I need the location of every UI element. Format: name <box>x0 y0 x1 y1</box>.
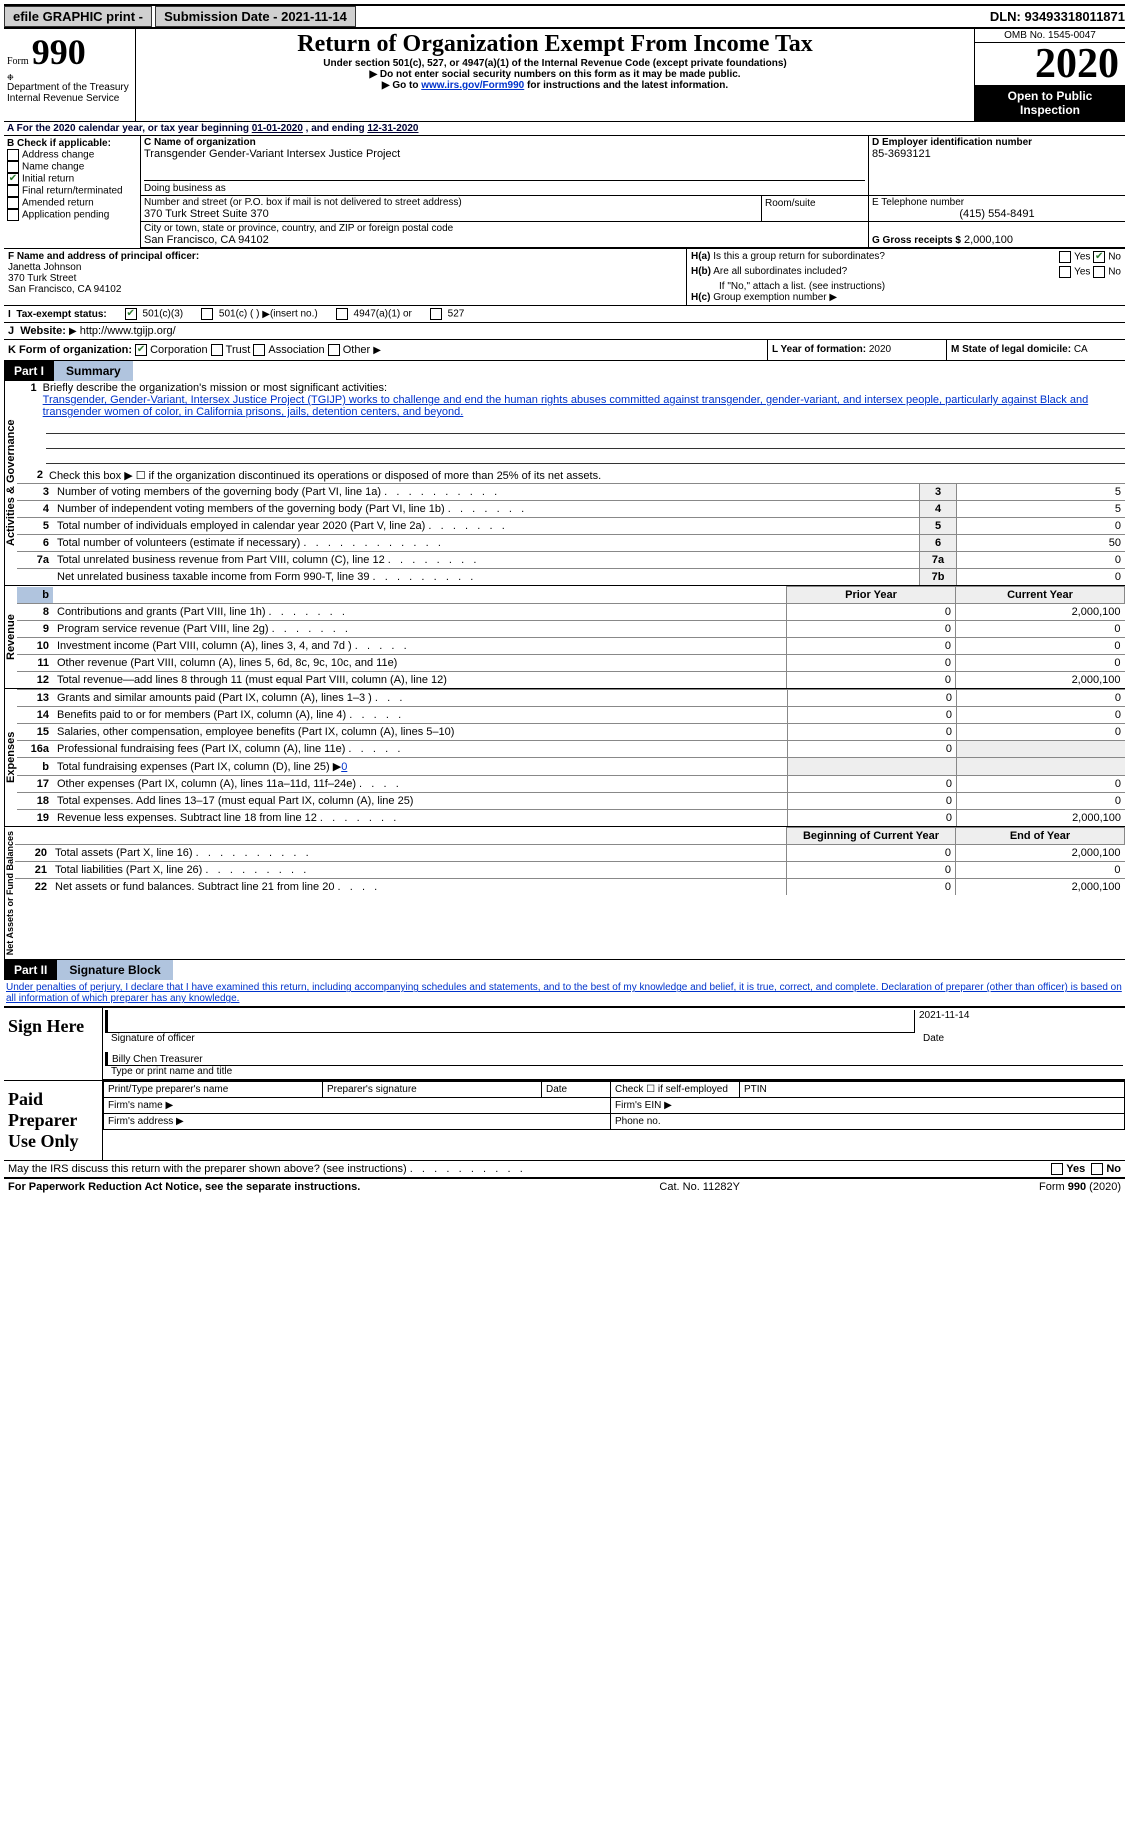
dln-label: DLN: 93493318011871 <box>990 9 1125 24</box>
name-change-checkbox[interactable] <box>7 161 19 173</box>
section-j: J Website: http://www.tgijp.org/ <box>4 323 1125 339</box>
ha-yes-checkbox[interactable] <box>1059 251 1071 263</box>
form-header: Form 990 ❉ Department of the Treasury In… <box>4 29 1125 122</box>
k-trust-checkbox[interactable] <box>211 344 223 356</box>
discuss-yes-checkbox[interactable] <box>1051 1163 1063 1175</box>
irs-link[interactable]: www.irs.gov/Form990 <box>421 80 524 91</box>
catalog-number: Cat. No. 11282Y <box>659 1181 740 1193</box>
ha-no-checkbox[interactable] <box>1093 251 1105 263</box>
form-footer: Form 990 (2020) <box>1039 1181 1121 1193</box>
final-return-checkbox[interactable] <box>7 185 19 197</box>
website-value: http://www.tgijp.org/ <box>80 325 176 337</box>
signature-block: Sign Here 2021-11-14 Signature of office… <box>4 1006 1125 1161</box>
section-b: B Check if applicable: Address change Na… <box>4 136 141 248</box>
paperwork-notice: For Paperwork Reduction Act Notice, see … <box>8 1181 360 1193</box>
4947-checkbox[interactable] <box>336 308 348 320</box>
paid-preparer-label: Paid Preparer Use Only <box>4 1081 102 1160</box>
preparer-table: Print/Type preparer's name Preparer's si… <box>103 1081 1125 1130</box>
officer-name: Janetta Johnson <box>8 262 81 273</box>
revenue-table: b Prior YearCurrent Year 8Contributions … <box>17 586 1125 688</box>
ein-label: D Employer identification number <box>872 137 1122 148</box>
expenses-table: 13Grants and similar amounts paid (Part … <box>17 689 1125 826</box>
form-title: Return of Organization Exempt From Incom… <box>139 31 971 58</box>
exp-side-label: Expenses <box>4 689 17 826</box>
ein-value: 85-3693121 <box>872 148 1122 160</box>
form-word: Form <box>7 56 29 67</box>
section-f-h: F Name and address of principal officer:… <box>4 248 1125 306</box>
subtitle-2: Do not enter social security numbers on … <box>139 69 971 80</box>
discuss-label: May the IRS discuss this return with the… <box>8 1163 523 1175</box>
tel-label: E Telephone number <box>872 197 1122 208</box>
part1-header: Part I Summary <box>4 361 1125 381</box>
net-assets-section: Net Assets or Fund Balances Beginning of… <box>4 827 1125 960</box>
efile-button[interactable]: efile GRAPHIC print - <box>4 6 152 27</box>
c-name-label: C Name of organization <box>144 137 865 148</box>
section-k: K Form of organization: Corporation Trus… <box>4 340 767 360</box>
public-inspection-badge: Open to Public Inspection <box>975 85 1125 121</box>
gross-receipts-value: 2,000,100 <box>964 234 1013 246</box>
subtitle-3: Go to www.irs.gov/Form990 for instructio… <box>139 80 971 91</box>
officer-city: San Francisco, CA 94102 <box>8 284 121 295</box>
addr-label: Number and street (or P.O. box if mail i… <box>144 197 758 208</box>
net-assets-table: Beginning of Current YearEnd of Year 20T… <box>15 827 1125 895</box>
addr-value: 370 Turk Street Suite 370 <box>144 208 758 220</box>
f-label: F Name and address of principal officer: <box>8 251 199 262</box>
section-b-wrap: B Check if applicable: Address change Na… <box>4 136 1125 248</box>
irs-label: Internal Revenue Service <box>7 93 132 104</box>
declaration-text: Under penalties of perjury, I declare th… <box>4 980 1125 1006</box>
city-value: San Francisco, CA 94102 <box>144 234 865 246</box>
527-checkbox[interactable] <box>430 308 442 320</box>
initial-return-checkbox[interactable] <box>7 173 19 185</box>
501c-checkbox[interactable] <box>201 308 213 320</box>
k-corp-checkbox[interactable] <box>135 344 147 356</box>
subtitle-1: Under section 501(c), 527, or 4947(a)(1)… <box>139 58 971 69</box>
tel-value: (415) 554-8491 <box>872 208 1122 220</box>
ag-table: 3Number of voting members of the governi… <box>17 483 1125 585</box>
na-side-label: Net Assets or Fund Balances <box>4 827 15 959</box>
expenses-section: Expenses 13Grants and similar amounts pa… <box>4 689 1125 827</box>
app-pending-checkbox[interactable] <box>7 209 19 221</box>
section-a: A For the 2020 calendar year, or tax yea… <box>4 122 1125 136</box>
submission-date-button[interactable]: Submission Date - 2021-11-14 <box>155 6 356 27</box>
form-number: 990 <box>32 32 86 72</box>
section-i: I Tax-exempt status: 501(c)(3) 501(c) ( … <box>4 306 1125 323</box>
b-title: B Check if applicable: <box>7 138 137 149</box>
section-m: M State of legal domicile: CA <box>946 340 1125 360</box>
city-label: City or town, state or province, country… <box>144 223 865 234</box>
hb-no-checkbox[interactable] <box>1093 266 1105 278</box>
addr-change-checkbox[interactable] <box>7 149 19 161</box>
top-bar: efile GRAPHIC print - Submission Date - … <box>4 4 1125 29</box>
room-label: Room/suite <box>765 198 816 209</box>
tax-year: 2020 <box>975 43 1125 85</box>
k-other-checkbox[interactable] <box>328 344 340 356</box>
ag-side-label: Activities & Governance <box>4 381 17 585</box>
officer-street: 370 Turk Street <box>8 273 76 284</box>
discuss-no-checkbox[interactable] <box>1091 1163 1103 1175</box>
org-name: Transgender Gender-Variant Intersex Just… <box>144 148 865 160</box>
k-assoc-checkbox[interactable] <box>253 344 265 356</box>
mission-text: Transgender, Gender-Variant, Intersex Ju… <box>43 394 1089 418</box>
part2-header: Part II Signature Block <box>4 960 1125 980</box>
revenue-section: Revenue b Prior YearCurrent Year 8Contri… <box>4 586 1125 689</box>
hb-yes-checkbox[interactable] <box>1059 266 1071 278</box>
501c3-checkbox[interactable] <box>125 308 137 320</box>
rev-side-label: Revenue <box>4 586 17 688</box>
dept-treasury: Department of the Treasury <box>7 82 132 93</box>
section-l: L Year of formation: 2020 <box>767 340 946 360</box>
amended-return-checkbox[interactable] <box>7 197 19 209</box>
signer-name: Billy Chen Treasurer <box>105 1052 1123 1066</box>
hb-note: If "No," attach a list. (see instruction… <box>691 281 1121 292</box>
top-left: efile GRAPHIC print - Submission Date - … <box>4 6 356 27</box>
dba-label: Doing business as <box>144 183 226 194</box>
sign-here-label: Sign Here <box>4 1008 102 1080</box>
activities-governance: Activities & Governance 1 Briefly descri… <box>4 381 1125 586</box>
gross-receipts-label: G Gross receipts $ <box>872 235 961 246</box>
